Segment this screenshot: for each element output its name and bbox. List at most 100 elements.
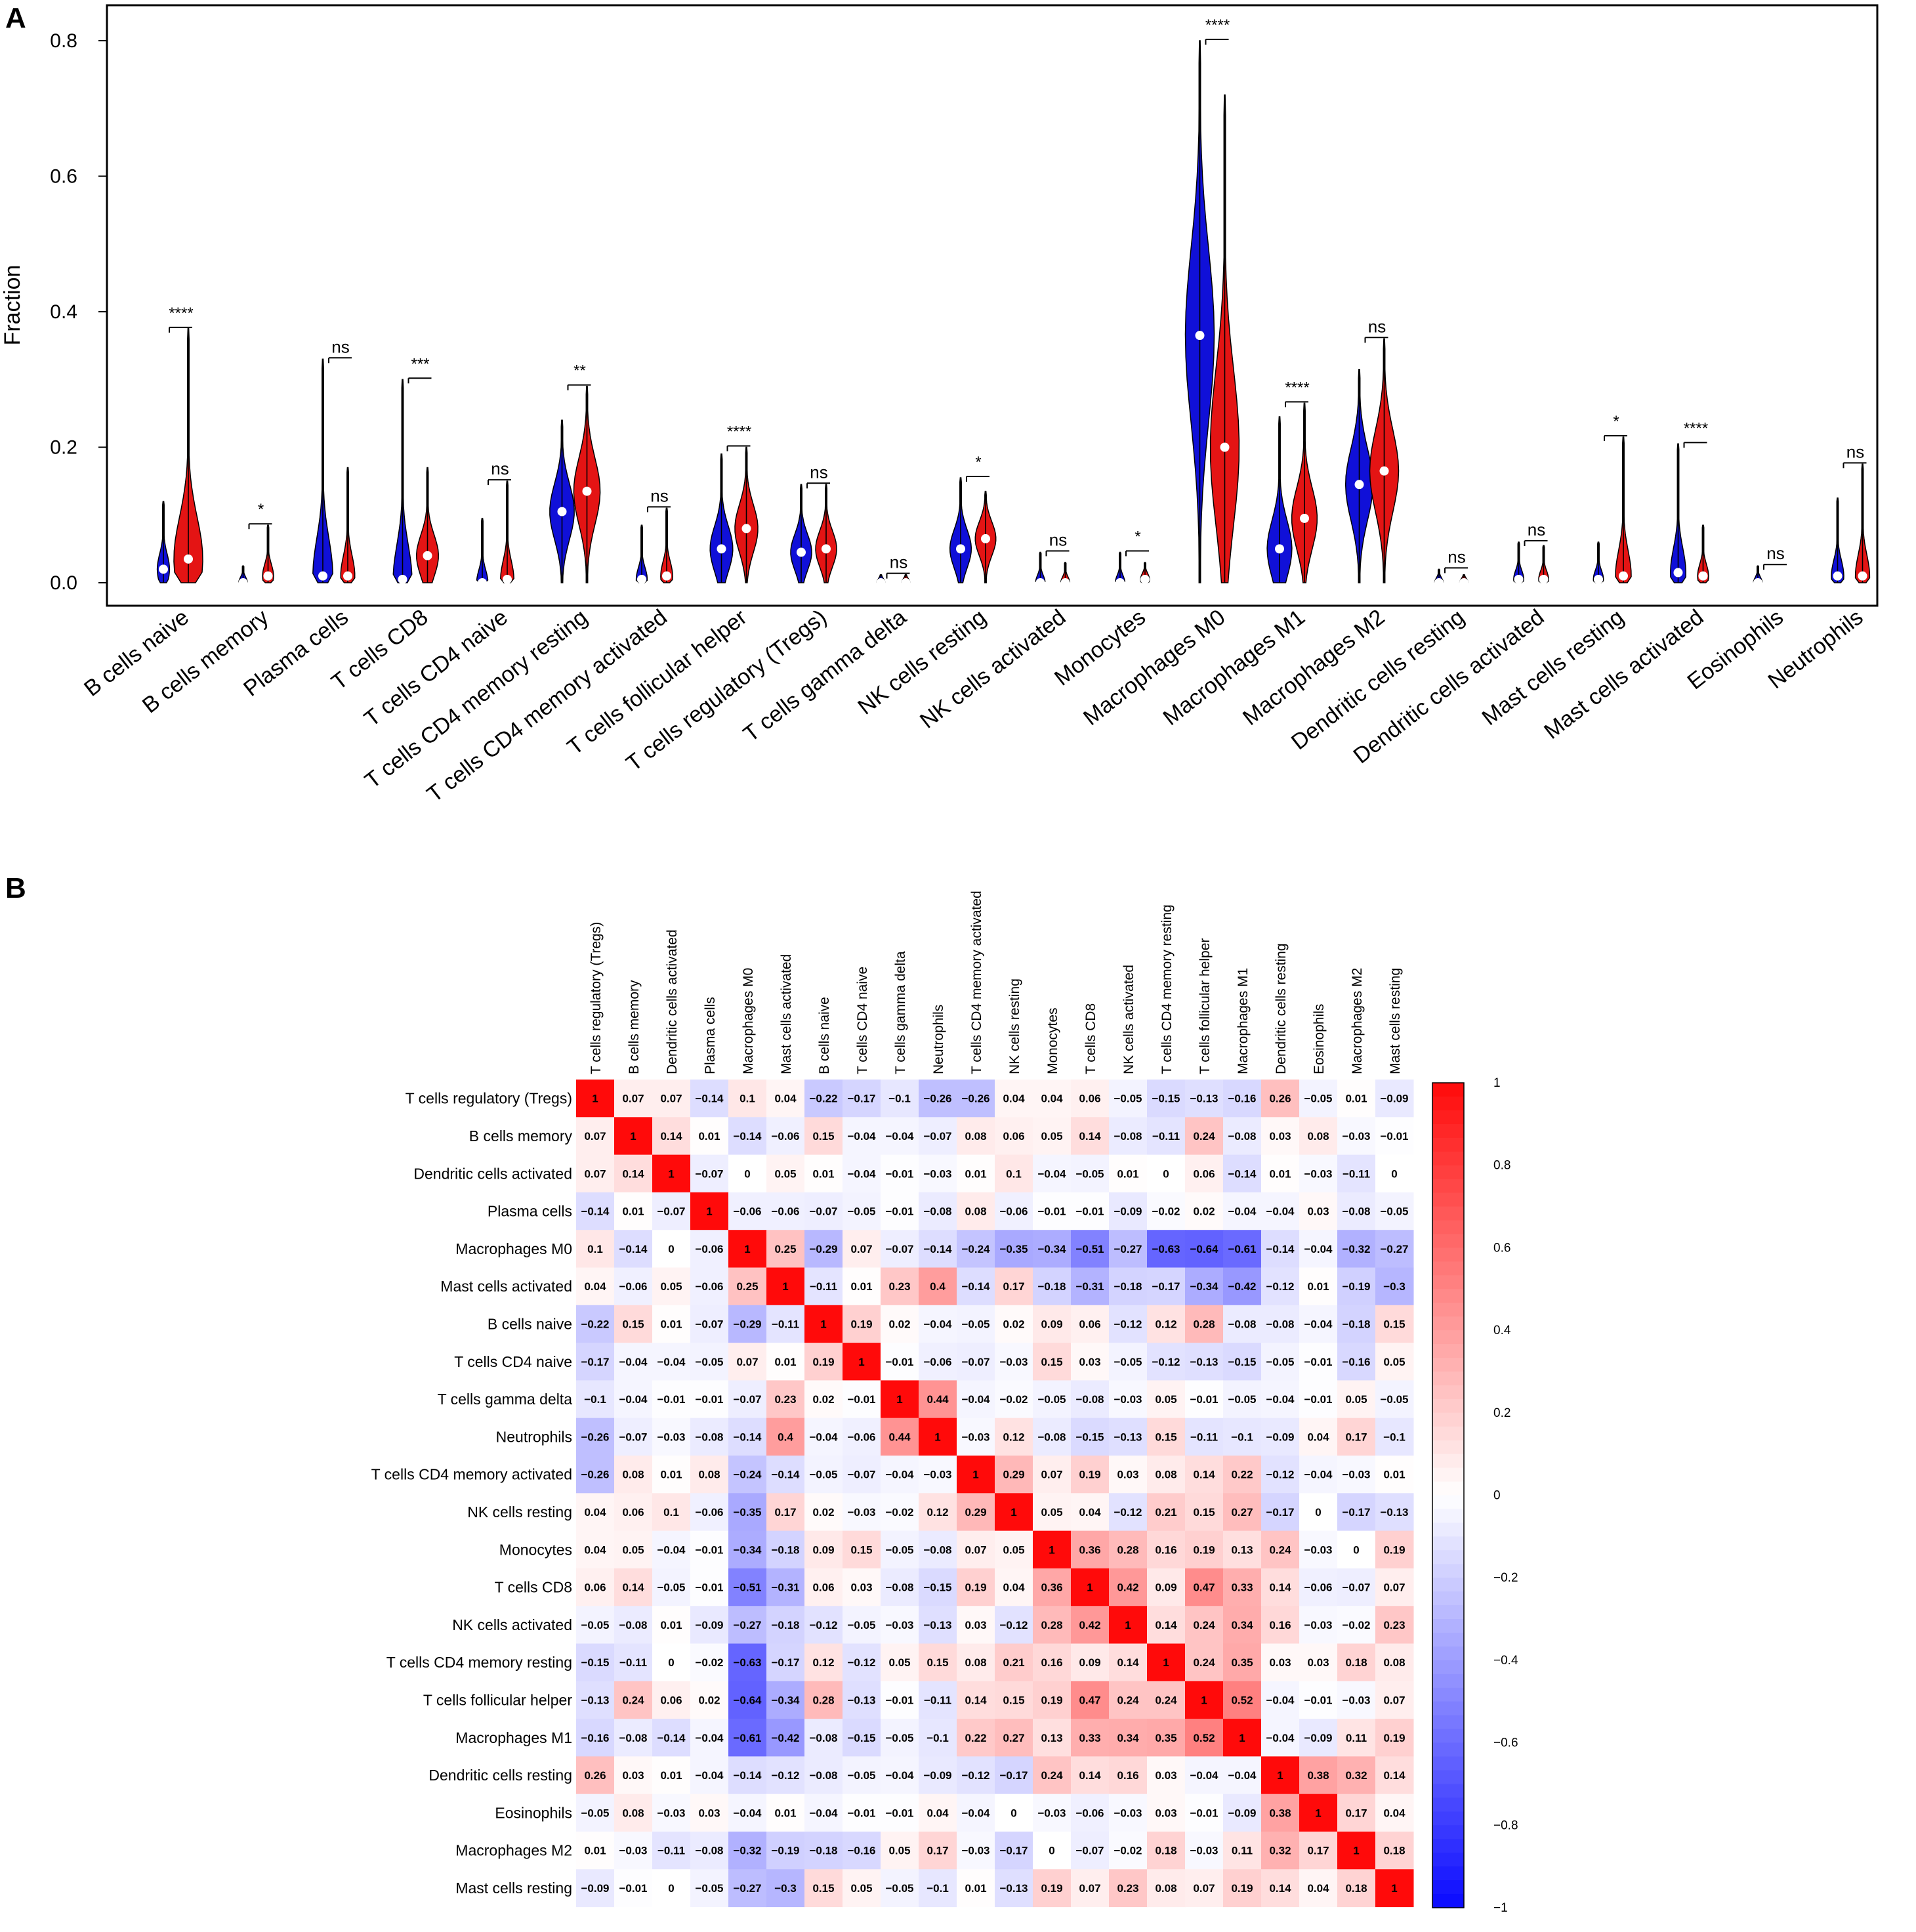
heatmap-value-label: −0.15 — [1228, 1356, 1256, 1368]
heatmap-cell — [1337, 1756, 1376, 1795]
heatmap-value-label: −0.64 — [1190, 1243, 1218, 1255]
heatmap-cell — [843, 1267, 881, 1306]
heatmap-column-label: T cells follicular helper — [1198, 938, 1213, 1074]
heatmap-row-label: T cells CD8 — [495, 1579, 572, 1596]
y-tick-label: 0.2 — [50, 437, 77, 459]
heatmap-row-label: T cells follicular helper — [423, 1691, 572, 1708]
heatmap-value-label: −0.03 — [961, 1845, 989, 1857]
heatmap-value-label: −0.01 — [1037, 1206, 1066, 1218]
heatmap-value-label: −0.06 — [695, 1506, 723, 1519]
heatmap-cell — [1147, 1530, 1186, 1569]
violin-median-point — [343, 571, 352, 581]
heatmap-cell — [995, 1681, 1033, 1719]
heatmap-cell — [995, 1869, 1033, 1908]
panel-a: A Fraction 0.00.20.40.60.8 *****ns***ns*… — [0, 2, 1879, 807]
violin-median-point — [1379, 466, 1389, 476]
heatmap-cell — [881, 1832, 919, 1870]
heatmap-cell — [804, 1681, 843, 1719]
heatmap-value-label: −0.35 — [999, 1243, 1028, 1255]
significance-label: * — [975, 453, 981, 471]
heatmap-value-label: 0.01 — [1269, 1167, 1291, 1180]
heatmap-cell — [690, 1343, 729, 1381]
heatmap-value-label: −0.03 — [923, 1469, 951, 1481]
heatmap-value-label: 0.24 — [1041, 1769, 1063, 1782]
heatmap-cell — [1223, 1343, 1262, 1381]
heatmap-value-label: 0.47 — [1193, 1582, 1215, 1594]
heatmap-value-label: 0.07 — [1383, 1582, 1405, 1594]
heatmap-cell — [576, 1756, 615, 1795]
heatmap-value-label: −0.63 — [733, 1656, 761, 1669]
heatmap-cell — [1261, 1117, 1300, 1156]
heatmap-cell — [1109, 1681, 1148, 1719]
heatmap-cell — [1337, 1493, 1376, 1532]
heatmap-cell — [919, 1493, 957, 1532]
heatmap-value-label: −0.17 — [1152, 1280, 1180, 1293]
panel-b-letter: B — [5, 872, 26, 904]
heatmap-cell — [1375, 1530, 1414, 1569]
heatmap-value-label: −0.27 — [733, 1882, 761, 1895]
heatmap-value-label: 0.03 — [1155, 1807, 1177, 1819]
heatmap-cell — [652, 1530, 691, 1569]
heatmap-cell — [1223, 1869, 1262, 1908]
heatmap-cell — [957, 1643, 995, 1682]
heatmap-cell — [804, 1343, 843, 1381]
heatmap-cell — [1299, 1606, 1338, 1644]
heatmap-value-label: 0.4 — [778, 1431, 793, 1443]
heatmap-value-label: −0.02 — [1152, 1206, 1180, 1218]
heatmap-value-label: −0.32 — [733, 1845, 761, 1857]
heatmap-value-label: 0 — [1010, 1807, 1016, 1819]
heatmap-value-label: −0.04 — [923, 1318, 952, 1330]
heatmap-cell — [766, 1418, 805, 1456]
heatmap-cell — [1147, 1456, 1186, 1494]
heatmap-cell — [690, 1869, 729, 1908]
heatmap-cell — [1299, 1418, 1338, 1456]
heatmap-cell — [843, 1756, 881, 1795]
heatmap-value-label: 0.05 — [1041, 1506, 1062, 1519]
heatmap-cell — [1337, 1343, 1376, 1381]
significance-label: ns — [1049, 530, 1067, 550]
heatmap-cell — [1375, 1154, 1414, 1193]
heatmap-cell — [576, 1343, 615, 1381]
significance-label: ns — [1846, 442, 1864, 461]
heatmap-value-label: −0.61 — [1228, 1243, 1256, 1255]
heatmap-value-label: 0.08 — [965, 1206, 986, 1218]
heatmap-value-label: 0.05 — [1383, 1356, 1405, 1368]
heatmap-cell — [690, 1493, 729, 1532]
heatmap-value-label: −0.17 — [847, 1093, 875, 1105]
heatmap-value-label: 0.1 — [587, 1243, 603, 1255]
heatmap-value-label: −0.16 — [1228, 1093, 1256, 1105]
heatmap-cell — [843, 1869, 881, 1908]
heatmap-value-label: −0.01 — [1304, 1356, 1332, 1368]
heatmap-cell — [614, 1267, 653, 1306]
heatmap-cell — [1261, 1606, 1300, 1644]
heatmap-cell — [576, 1681, 615, 1719]
heatmap-cell — [995, 1418, 1033, 1456]
heatmap-cell — [843, 1117, 881, 1156]
heatmap-column-label: Plasma cells — [703, 997, 718, 1074]
heatmap-cell — [1033, 1192, 1072, 1230]
heatmap-row-label: Macrophages M0 — [455, 1240, 572, 1257]
heatmap-value-label: −0.34 — [771, 1694, 800, 1706]
heatmap-value-label: −0.05 — [961, 1318, 989, 1330]
heatmap-cell — [614, 1305, 653, 1343]
heatmap-cell — [1071, 1080, 1110, 1118]
colorbar-segment — [1432, 1880, 1464, 1895]
heatmap-row-label: Monocytes — [499, 1541, 572, 1558]
heatmap-value-label: −0.03 — [923, 1167, 951, 1180]
heatmap-cell — [576, 1267, 615, 1306]
heatmap-value-label: −0.12 — [1266, 1280, 1294, 1293]
heatmap-value-label: −0.08 — [923, 1206, 951, 1218]
heatmap-value-label: 0.52 — [1231, 1694, 1253, 1706]
heatmap-cell — [919, 1756, 957, 1795]
heatmap-value-label: 0.42 — [1079, 1619, 1100, 1631]
heatmap-cell — [1033, 1606, 1072, 1644]
heatmap-cell — [1337, 1117, 1376, 1156]
heatmap-cell — [690, 1456, 729, 1494]
heatmap-cell — [1109, 1493, 1148, 1532]
heatmap-cell — [957, 1380, 995, 1419]
heatmap-value-label: 0.23 — [774, 1393, 796, 1406]
heatmap-cell — [843, 1380, 881, 1419]
heatmap-cell — [957, 1681, 995, 1719]
heatmap-cell — [1147, 1080, 1186, 1118]
heatmap-cell — [652, 1869, 691, 1908]
